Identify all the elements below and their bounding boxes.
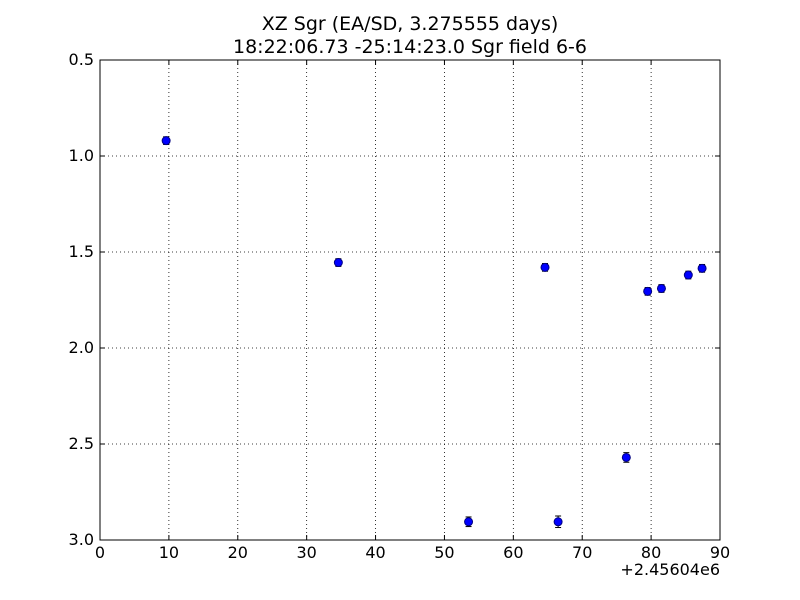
- data-point: [464, 517, 474, 527]
- y-axis-tick-labels: 0.5 1.0 1.5 2.0 2.5 3.0: [69, 50, 94, 549]
- chart-subtitle: 18:22:06.73 -25:14:23.0 Sgr field 6-6: [233, 36, 587, 58]
- y-tick-label: 2.0: [69, 338, 94, 357]
- error-bars: [163, 136, 706, 529]
- plot-area-frame: [99, 59, 721, 541]
- data-point: [621, 452, 631, 462]
- data-point: [161, 136, 171, 146]
- x-tick-label: 50: [434, 543, 454, 562]
- x-tick-label: 90: [710, 543, 730, 562]
- y-tick-label: 2.5: [69, 434, 94, 453]
- chart-title: XZ Sgr (EA/SD, 3.275555 days): [262, 13, 559, 35]
- x-tick-label: 80: [641, 543, 661, 562]
- y-tick-label: 3.0: [69, 530, 94, 549]
- x-tick-label: 10: [159, 543, 179, 562]
- x-tick-label: 30: [296, 543, 316, 562]
- y-tick-label: 0.5: [69, 50, 94, 69]
- data-point: [697, 263, 707, 273]
- x-tick-label: 70: [572, 543, 592, 562]
- x-axis-offset-label: +2.45604e6: [620, 560, 720, 579]
- data-point: [656, 283, 666, 293]
- grid-lines: [100, 60, 720, 540]
- y-tick-label: 1.0: [69, 146, 94, 165]
- axis-ticks: [99, 59, 721, 541]
- data-point: [643, 286, 653, 296]
- data-point: [540, 262, 550, 272]
- x-tick-label: 20: [228, 543, 248, 562]
- x-tick-label: 40: [365, 543, 385, 562]
- y-tick-label: 1.5: [69, 242, 94, 261]
- x-tick-label: 0: [95, 543, 105, 562]
- x-tick-label: 60: [503, 543, 523, 562]
- data-point: [683, 270, 693, 280]
- data-point: [333, 258, 343, 268]
- x-axis-tick-labels: 0 10 20 30 40 50 60 70 80 90: [95, 543, 730, 562]
- data-point: [553, 517, 563, 527]
- data-points: [161, 136, 707, 527]
